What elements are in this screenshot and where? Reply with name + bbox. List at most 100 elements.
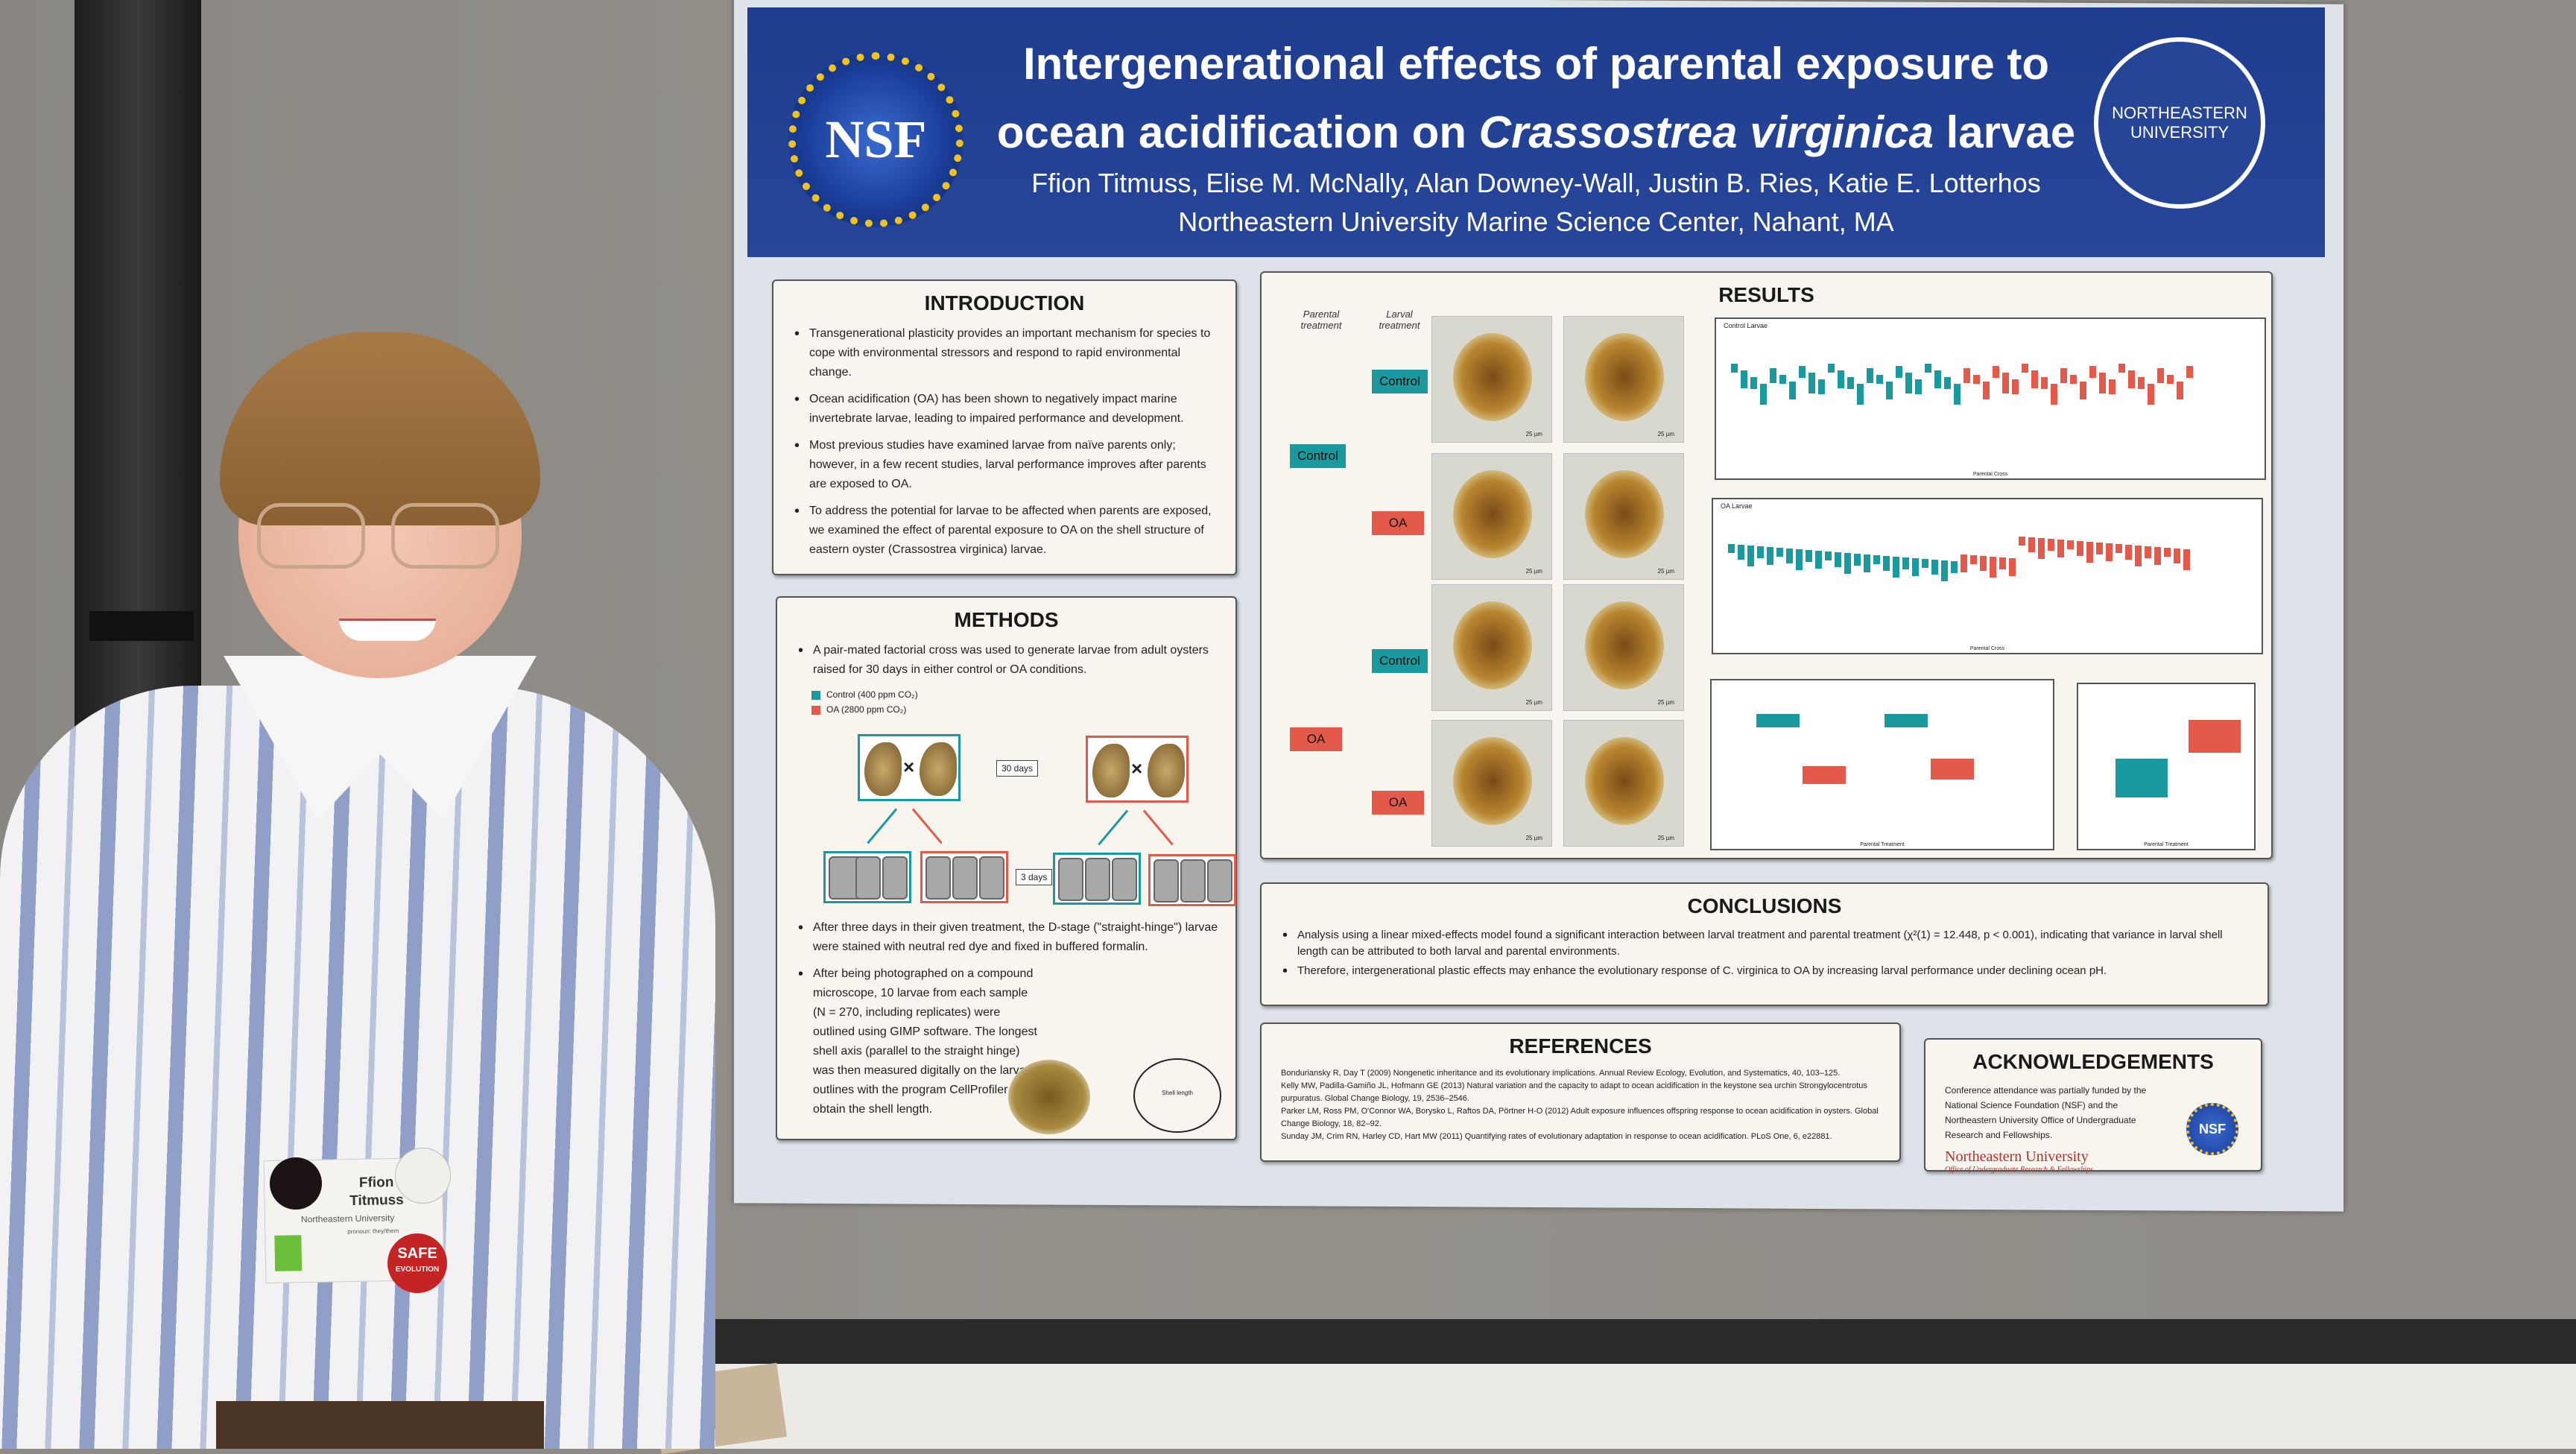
box-mark: [2115, 759, 2168, 797]
poster-header: NSF Intergenerational effects of parenta…: [747, 7, 2325, 257]
reference-item: Kelly MW, Padilla-Gamiño JL, Hofmann GE …: [1281, 1081, 1867, 1103]
conclusion-bullet: Analysis using a linear mixed-effects mo…: [1281, 927, 2248, 960]
northeastern-logo-text: Northeastern University: [1945, 1148, 2089, 1165]
box-mark: [1756, 714, 1800, 727]
box-mark: [2002, 373, 2009, 393]
arrow-icon: [1098, 809, 1129, 846]
box-mark: [1954, 384, 1961, 405]
green-e-sticker: [274, 1235, 303, 1271]
box-mark: [1931, 560, 1938, 575]
scale-bar-label: 25 µm: [1525, 568, 1542, 575]
conclusions-panel: CONCLUSIONS Analysis using a linear mixe…: [1260, 882, 2269, 1006]
box-mark: [1815, 551, 1822, 569]
belt: [216, 1401, 544, 1449]
box-mark: [2070, 375, 2077, 384]
box-mark: [1738, 545, 1744, 560]
box-mark: [2167, 375, 2174, 384]
oa-jars: [1148, 854, 1236, 906]
larval-oa-tag: OA: [1372, 511, 1424, 535]
box-mark: [1951, 561, 1958, 573]
box-mark: [2028, 537, 2035, 552]
seal-text: NORTHEASTERN UNIVERSITY: [2112, 104, 2247, 142]
white-pin: [395, 1148, 451, 1204]
badge-last-name: Titmuss: [349, 1192, 404, 1210]
box-mark: [1934, 370, 1941, 388]
box-mark: [1789, 382, 1796, 399]
methods-bullet: After three days in their given treatmen…: [797, 918, 1221, 957]
reference-item: Parker LM, Ross PM, O'Connor WA, Borysko…: [1281, 1107, 1879, 1128]
larva-micrograph: 25 µm: [1563, 720, 1684, 847]
acknowledgements-heading: ACKNOWLEDGEMENTS: [1972, 1050, 2214, 1073]
box-mark: [1864, 554, 1870, 572]
arrow-icon: [867, 808, 898, 844]
box-mark: [1912, 558, 1919, 576]
glasses-icon: [257, 503, 507, 570]
box-mark: [1993, 366, 1999, 378]
larva-micrograph: 25 µm: [1563, 453, 1684, 580]
affiliation: Northeastern University Marine Science C…: [1178, 206, 1894, 237]
box-mark: [1825, 551, 1832, 560]
box-mark: [2048, 539, 2054, 551]
box-mark: [1838, 370, 1844, 388]
references-heading: REFERENCES: [1509, 1034, 1652, 1058]
larva-outline: Shell length: [1133, 1058, 1221, 1133]
larva-cell: [1585, 737, 1664, 825]
box-mark: [1990, 557, 1996, 578]
larva-cell: [1585, 333, 1664, 421]
box-mark: [2022, 364, 2028, 373]
larva-cell: [1453, 333, 1532, 421]
control-jars: [823, 851, 911, 903]
box-mark: [1925, 364, 1931, 373]
box-mark: [1757, 546, 1764, 558]
box-mark: [2067, 540, 2074, 549]
acknowledgement-text: Conference attendance was partially fund…: [1945, 1085, 2147, 1140]
box-mark: [1884, 714, 1928, 727]
scale-bar-label: 25 µm: [1657, 431, 1674, 437]
parental-oa-tag: OA: [1290, 727, 1342, 751]
control-parents-box: ×: [858, 734, 961, 801]
box-mark: [1750, 377, 1757, 389]
northeastern-seal-logo: NORTHEASTERN UNIVERSITY: [2094, 37, 2265, 209]
box-mark: [1776, 548, 1783, 557]
box-mark: [1876, 375, 1883, 384]
box-mark: [2154, 547, 2161, 565]
box-mark: [1828, 364, 1835, 373]
larva-micrograph: 25 µm: [1563, 316, 1684, 443]
box-mark: [1796, 549, 1803, 570]
box-mark: [1803, 766, 1846, 784]
box-mark: [2009, 558, 2016, 576]
box-mark: [2109, 379, 2115, 394]
box-mark: [2164, 548, 2171, 557]
box-mark: [1806, 550, 1812, 562]
oa-larvae-boxplot: OA Larvae Parental Cross: [1712, 498, 2263, 654]
rainbow-pin: [270, 1157, 322, 1210]
methods-heading: METHODS: [954, 608, 1059, 631]
larva-cell: [1585, 601, 1664, 689]
oa-parents-box: ×: [1086, 736, 1189, 803]
intro-bullet: Ocean acidification (OA) has been shown …: [793, 390, 1216, 429]
box-mark: [2118, 364, 2125, 373]
larva-micrograph: 25 µm: [1563, 584, 1684, 711]
poster-authors: Ffion Titmuss, Elise M. McNally, Alan Do…: [971, 164, 2101, 241]
x-axis-label: Parental Treatment: [1860, 842, 1905, 847]
title-line-1: Intergenerational effects of parental ex…: [1023, 39, 2049, 89]
nsf-logo-text: NSF: [2199, 1122, 2226, 1137]
scale-bar-label: 25 µm: [1525, 699, 1542, 706]
box-mark: [2189, 720, 2241, 753]
display-board-base: [656, 1319, 2576, 1371]
scale-bar-label: 25 µm: [1657, 568, 1674, 575]
cross-icon: ×: [903, 756, 915, 778]
box-mark: [1867, 368, 1873, 383]
nsf-logo: NSF: [788, 52, 963, 227]
acknowledgements-panel: ACKNOWLEDGEMENTS Conference attendance w…: [1924, 1038, 2262, 1174]
oa-jars: [920, 851, 1008, 903]
oyster-image: [1092, 744, 1130, 797]
box-mark: [2138, 377, 2145, 389]
larva-micrograph: 25 µm: [1431, 316, 1552, 443]
smile: [339, 619, 436, 641]
box-mark: [2135, 546, 2142, 566]
intro-bullet: To address the potential for larvae to b…: [793, 502, 1216, 560]
box-mark: [2145, 546, 2151, 558]
larva-micrograph: 25 µm: [1431, 584, 1552, 711]
box-mark: [2148, 384, 2154, 405]
